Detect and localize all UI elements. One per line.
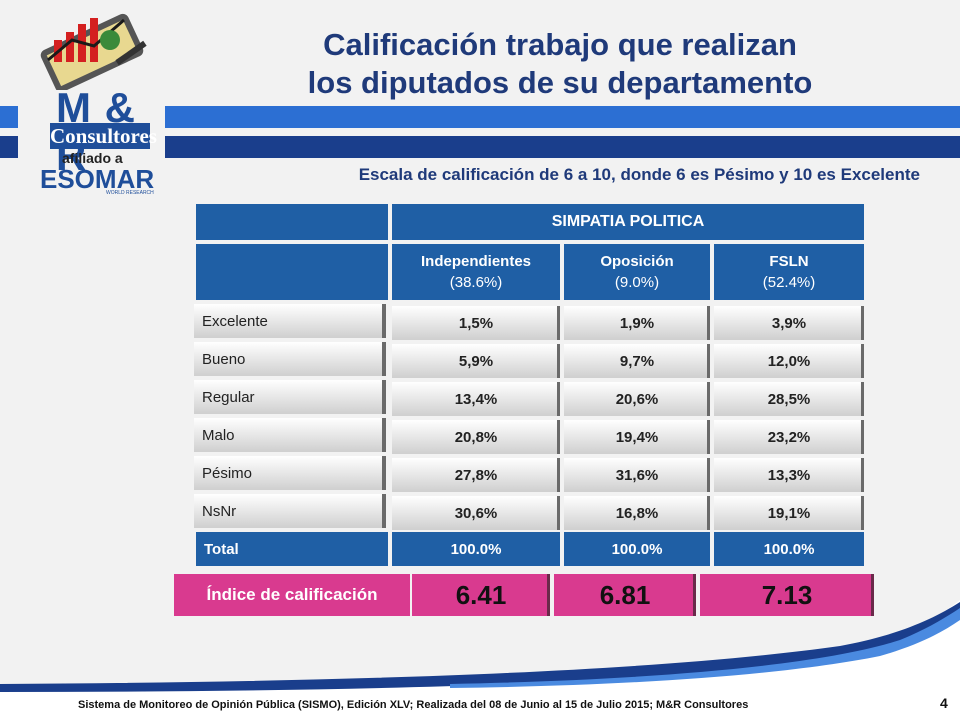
total-cell: 100.0% [562,530,712,568]
footer-source: Sistema de Monitoreo de Opinión Pública … [78,699,749,711]
table-cell: 23,2% [712,418,866,456]
column-name: Independientes [420,253,532,270]
table-cell: 13,3% [712,456,866,494]
column-share: (9.0%) [614,274,660,291]
row-label: Excelente [192,302,388,340]
table-cell: 16,8% [562,494,712,532]
corner-cell-bottom [194,242,390,302]
row-label: Malo [192,416,388,454]
table-cell: 20,6% [562,380,712,418]
column-header-independientes: Independientes (38.6%) [390,242,562,302]
header-band-dark [165,136,960,158]
row-label: Regular [192,378,388,416]
title-line-1: Calificación trabajo que realizan [323,27,797,62]
logo-partner-sub: WORLD RESEARCH [106,190,154,196]
index-value: 6.41 [410,572,552,618]
table-cell: 1,5% [390,304,562,342]
column-header-fsln: FSLN (52.4%) [712,242,866,302]
total-cell: 100.0% [712,530,866,568]
table-cell: 31,6% [562,456,712,494]
table-cell: 27,8% [390,456,562,494]
row-label: Pésimo [192,454,388,492]
table-cell: 9,7% [562,342,712,380]
footer-swoosh [0,600,960,720]
column-share: (52.4%) [762,274,816,291]
table-cell: 5,9% [390,342,562,380]
table-cell: 3,9% [712,304,866,342]
column-name: Oposición [600,253,674,270]
table-cell: 13,4% [390,380,562,418]
table-cell: 30,6% [390,494,562,532]
logo-chart-icon [40,13,147,90]
corner-cell-top [194,202,390,242]
table-cell: 1,9% [562,304,712,342]
company-logo: M & R Consultores afiliado a ESOMAR WORL… [14,10,164,196]
page-title: Calificación trabajo que realizan los di… [220,26,900,102]
table-cell: 12,0% [712,342,866,380]
row-label: Bueno [192,340,388,378]
column-name: FSLN [769,253,809,270]
left-band-light [0,106,18,128]
table-cell: 28,5% [712,380,866,418]
column-share: (38.6%) [449,274,503,291]
index-value: 6.81 [552,572,698,618]
table-cell: 20,8% [390,418,562,456]
index-label: Índice de calificación [172,572,412,618]
logo-name: Consultores [50,123,157,149]
row-label: NsNr [192,492,388,530]
table-cell: 19,1% [712,494,866,532]
page-number: 4 [940,695,948,711]
title-line-2: los diputados de su departamento [307,65,813,100]
logo-affiliation: afiliado a [62,150,123,166]
logo-partner: ESOMAR [40,164,155,194]
scale-subtitle: Escala de calificación de 6 a 10, donde … [358,165,920,184]
header-band-light [165,106,960,128]
table-cell: 19,4% [562,418,712,456]
index-value: 7.13 [698,572,876,618]
total-cell: 100.0% [390,530,562,568]
left-band-dark [0,136,18,158]
column-header-oposicion: Oposición (9.0%) [562,242,712,302]
total-label: Total [194,530,390,568]
group-header: SIMPATIA POLITICA [390,202,866,242]
